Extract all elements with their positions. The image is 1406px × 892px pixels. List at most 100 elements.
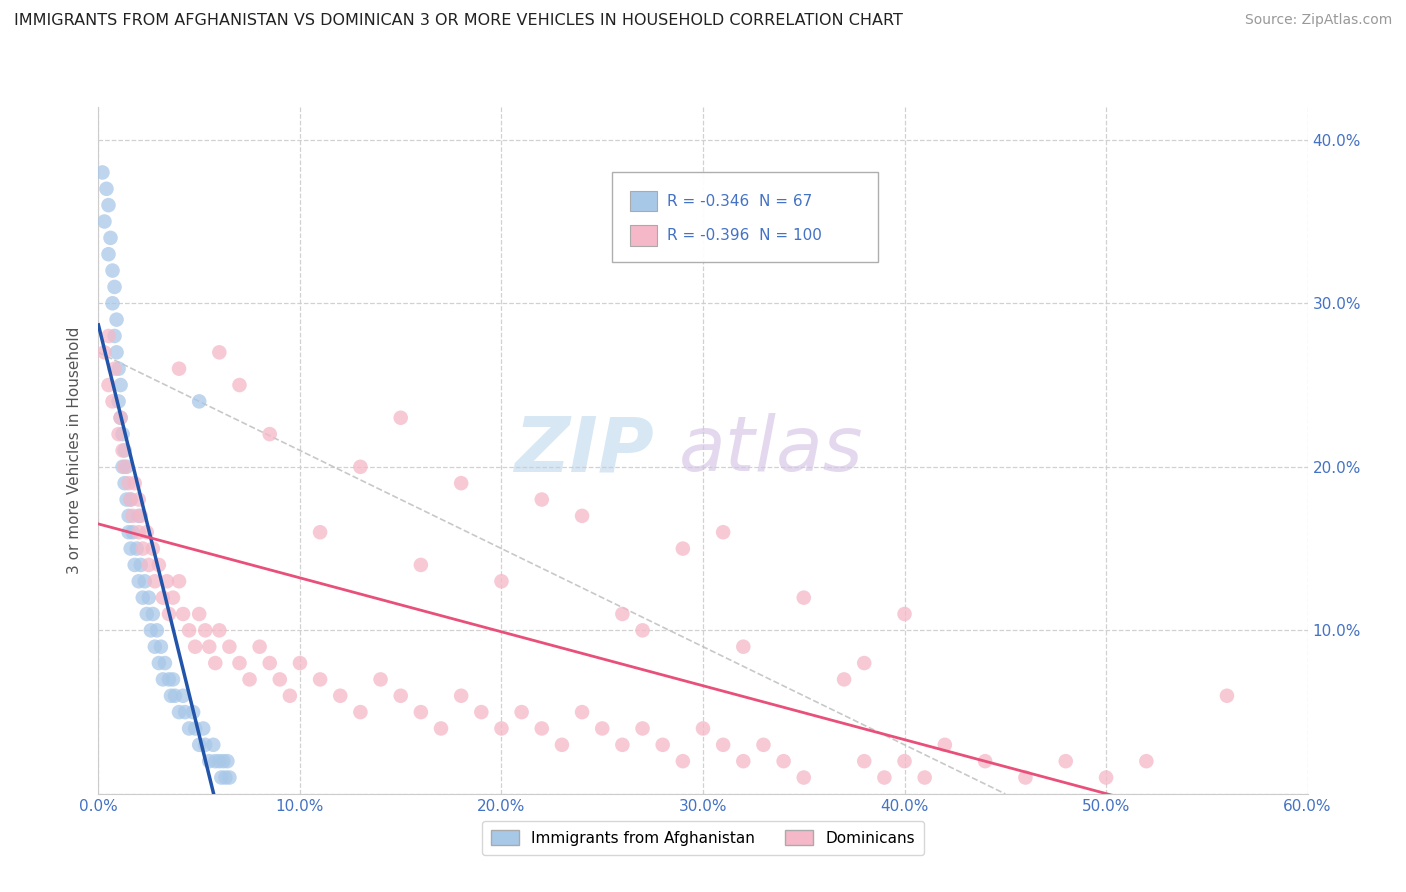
Point [97,329,120,343]
Point [121,508,143,523]
Text: atlas: atlas [679,414,863,487]
Point [114,443,136,458]
Point [121,525,143,540]
Point [612,738,634,752]
Point [349,705,371,719]
Point [259,656,281,670]
Point [142,541,165,556]
Point [172,689,194,703]
Point [97,247,120,261]
Point [733,640,755,654]
Point [934,738,956,752]
Point [269,673,291,687]
Point [179,722,201,736]
Point [114,476,136,491]
Point [389,410,412,425]
Point [309,673,332,687]
Point [228,378,250,392]
Point [370,673,392,687]
Point [128,574,150,589]
Point [101,296,124,310]
Text: R = -0.396  N = 100: R = -0.396 N = 100 [666,228,821,243]
Point [194,624,217,638]
Point [167,705,190,719]
Point [772,754,794,768]
Point [389,689,412,703]
Point [97,378,120,392]
Point [188,394,211,409]
Point [571,508,593,523]
Point [91,165,114,179]
Point [893,607,915,621]
Point [571,705,593,719]
Point [853,754,876,768]
Point [143,640,166,654]
Point [120,492,142,507]
Text: IMMIGRANTS FROM AFGHANISTAN VS DOMINICAN 3 OR MORE VEHICLES IN HOUSEHOLD CORRELA: IMMIGRANTS FROM AFGHANISTAN VS DOMINICAN… [14,13,903,29]
Point [188,738,211,752]
Point [114,459,136,474]
Point [214,771,236,785]
Point [249,640,271,654]
Point [167,361,190,376]
Point [893,754,915,768]
Point [172,607,194,621]
Point [692,722,714,736]
Point [110,410,132,425]
Point [128,492,150,507]
FancyBboxPatch shape [630,225,657,246]
Point [132,541,155,556]
Point [118,476,141,491]
Point [1054,754,1077,768]
Y-axis label: 3 or more Vehicles in Household: 3 or more Vehicles in Household [67,326,83,574]
Point [259,427,281,442]
Point [128,508,150,523]
Point [174,705,197,719]
Point [349,459,371,474]
Point [138,558,160,572]
Point [156,574,179,589]
Point [631,722,654,736]
Point [1014,771,1036,785]
Point [107,394,129,409]
Point [752,738,775,752]
Point [193,722,215,736]
Point [135,525,157,540]
Point [1135,754,1157,768]
Point [530,722,553,736]
Point [651,738,673,752]
Point [409,705,432,719]
Point [103,280,125,294]
Point [103,361,125,376]
Point [228,656,250,670]
Point [142,607,165,621]
Point [914,771,936,785]
Point [184,640,207,654]
Point [105,312,128,326]
Point [832,673,855,687]
Point [793,591,815,605]
Point [118,525,141,540]
Point [188,607,211,621]
Point [152,591,174,605]
Point [198,754,221,768]
Point [149,640,172,654]
Point [148,558,170,572]
Point [97,198,120,212]
Point [194,738,217,752]
Point [1216,689,1239,703]
Point [148,656,170,670]
Point [612,607,634,621]
Point [111,427,134,442]
Point [93,345,115,359]
Point [672,541,695,556]
Point [101,394,124,409]
Point [204,656,226,670]
Point [103,329,125,343]
Point [672,754,695,768]
Point [218,640,240,654]
Point [491,574,513,589]
Point [152,673,174,687]
Point [430,722,453,736]
Point [157,673,180,687]
